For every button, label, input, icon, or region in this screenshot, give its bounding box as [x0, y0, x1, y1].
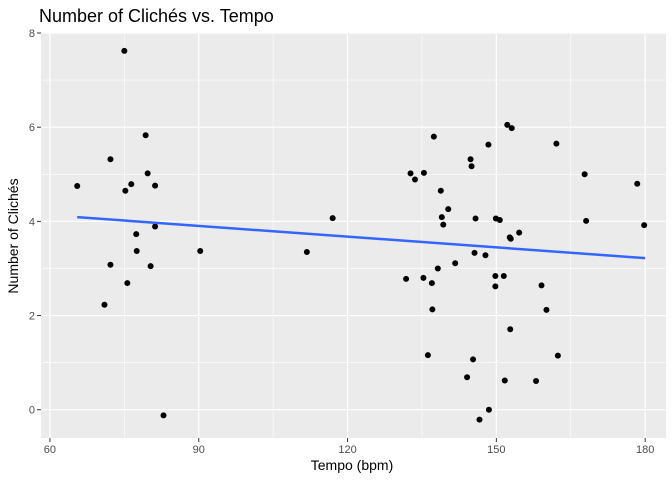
- data-point: [500, 273, 507, 279]
- data-point: [482, 252, 489, 259]
- data-point: [403, 275, 410, 282]
- data-point: [434, 265, 441, 272]
- data-point: [554, 352, 561, 359]
- y-tick-label: 8: [29, 28, 35, 40]
- y-tick-label: 4: [29, 216, 35, 228]
- data-point: [144, 170, 151, 177]
- minor-gridlines: [41, 33, 666, 438]
- data-point: [437, 187, 444, 194]
- data-point: [583, 217, 590, 224]
- data-point: [133, 248, 140, 255]
- y-axis-label: Number of Clichés: [5, 178, 21, 293]
- data-point: [420, 169, 427, 176]
- data-point: [121, 47, 128, 54]
- data-point: [430, 133, 437, 140]
- data-point: [507, 326, 514, 333]
- data-point: [538, 282, 545, 289]
- data-point: [553, 140, 560, 147]
- data-point: [476, 416, 483, 423]
- x-axis-label: Tempo (bpm): [311, 457, 393, 473]
- data-point: [468, 163, 475, 170]
- data-point: [440, 221, 447, 228]
- data-point: [492, 273, 499, 279]
- x-tick-label: 90: [193, 444, 205, 456]
- data-point: [467, 156, 474, 163]
- data-point: [424, 352, 431, 359]
- data-point: [101, 301, 108, 308]
- x-tick-label: 120: [338, 444, 356, 456]
- data-point: [147, 263, 154, 270]
- data-point: [429, 306, 436, 313]
- data-point: [412, 176, 419, 183]
- y-tick-label: 2: [29, 311, 35, 323]
- data-point: [496, 216, 503, 223]
- plot-panel: [41, 33, 666, 438]
- data-point: [485, 141, 492, 148]
- data-point: [107, 156, 114, 163]
- y-tick-label: 6: [29, 122, 35, 134]
- data-point: [122, 187, 129, 194]
- chart-title: Number of Clichés vs. Tempo: [39, 6, 274, 26]
- data-point: [543, 306, 550, 313]
- data-point: [533, 378, 540, 385]
- x-tick-label: 180: [636, 444, 654, 456]
- data-point: [124, 280, 131, 287]
- axis-ticks: 60 90 120 150 180 0 2 4 6 8: [29, 28, 654, 456]
- data-point: [634, 180, 641, 187]
- data-point: [471, 249, 478, 256]
- data-point: [152, 223, 159, 230]
- data-point: [128, 181, 135, 188]
- data-point: [445, 206, 452, 213]
- data-point: [438, 214, 445, 221]
- data-point: [160, 412, 167, 419]
- data-point: [142, 132, 149, 139]
- y-tick-label: 0: [29, 405, 35, 417]
- data-point: [197, 248, 204, 255]
- data-point: [492, 283, 499, 290]
- data-point: [641, 222, 648, 229]
- data-point: [329, 215, 336, 222]
- x-tick-label: 150: [487, 444, 505, 456]
- data-point: [472, 215, 479, 222]
- data-point: [508, 125, 515, 132]
- data-point: [420, 274, 427, 281]
- data-point: [507, 235, 514, 242]
- data-point: [452, 260, 459, 267]
- x-tick-label: 60: [44, 444, 56, 456]
- data-point: [152, 182, 159, 189]
- data-point: [74, 183, 81, 190]
- data-point: [407, 170, 414, 177]
- data-point: [133, 231, 140, 238]
- data-point: [516, 229, 523, 236]
- trend-line: [77, 215, 646, 260]
- data-point: [581, 171, 588, 178]
- data-point: [107, 261, 114, 268]
- data-points: [74, 47, 648, 423]
- data-point: [464, 374, 471, 381]
- data-point: [501, 377, 508, 384]
- data-point: [504, 121, 511, 128]
- data-point: [470, 356, 477, 363]
- data-point: [428, 280, 435, 287]
- data-point: [303, 248, 310, 255]
- data-point: [485, 406, 492, 413]
